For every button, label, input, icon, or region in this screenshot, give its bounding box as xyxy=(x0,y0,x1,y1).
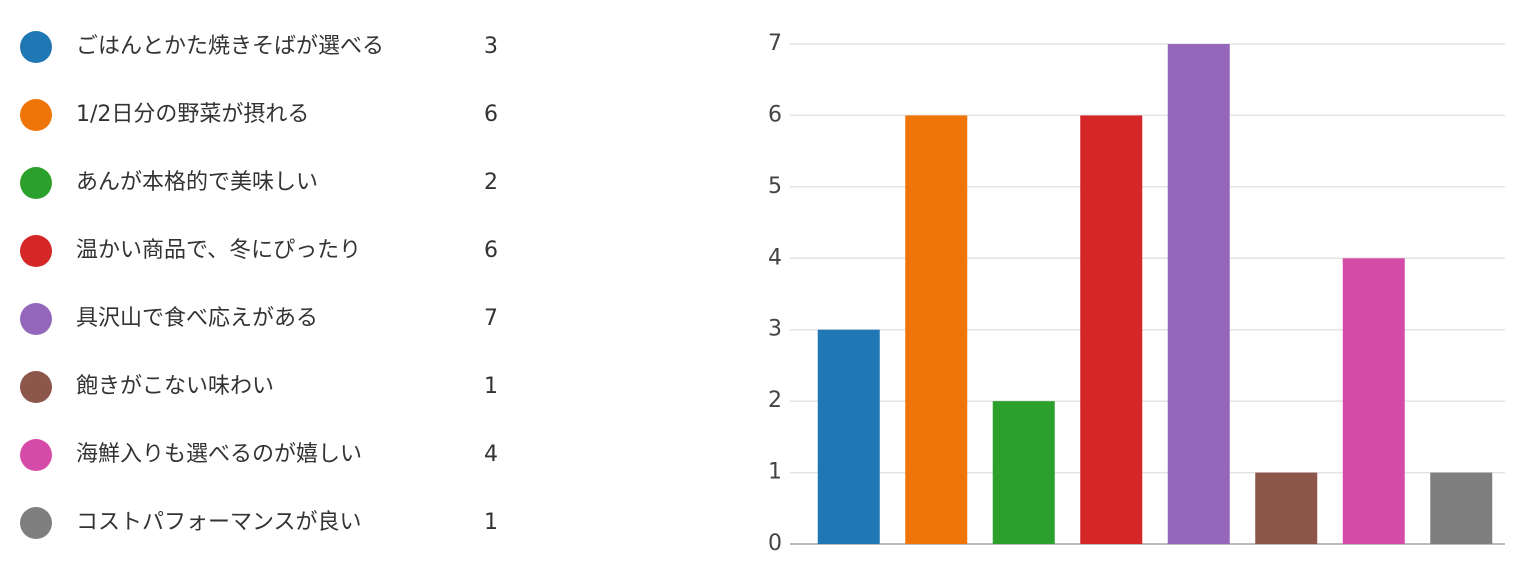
legend-count: 1 xyxy=(484,510,498,535)
legend-count: 2 xyxy=(484,170,498,195)
y-tick-label: 0 xyxy=(768,531,782,556)
y-tick-label: 3 xyxy=(768,317,782,342)
y-tick-label: 4 xyxy=(768,245,782,270)
legend-marker xyxy=(20,99,52,131)
legend-count: 3 xyxy=(484,34,498,59)
legend-label: コストパフォーマンスが良い xyxy=(76,510,362,535)
legend-marker xyxy=(20,303,52,335)
legend-label: 飽きがこない味わい xyxy=(76,374,274,399)
legend-marker xyxy=(20,507,52,539)
legend-marker xyxy=(20,167,52,199)
y-tick-label: 5 xyxy=(768,174,782,199)
legend-marker xyxy=(20,31,52,63)
legend-marker xyxy=(20,235,52,267)
bar xyxy=(1255,472,1318,544)
y-tick-label: 7 xyxy=(768,31,782,56)
y-tick-label: 6 xyxy=(768,102,782,127)
bar xyxy=(1167,44,1230,544)
bar xyxy=(1430,472,1493,544)
legend-count: 7 xyxy=(484,306,498,331)
bar xyxy=(1080,115,1143,544)
legend-label: 具沢山で食べ応えがある xyxy=(76,306,318,331)
bar xyxy=(992,401,1055,544)
bar xyxy=(1342,258,1405,544)
legend-label: 1/2日分の野菜が摂れる xyxy=(76,102,309,127)
legend-label: ごはんとかた焼きそばが選べる xyxy=(76,34,384,59)
legend-marker xyxy=(20,439,52,471)
legend-marker xyxy=(20,371,52,403)
legend-count: 6 xyxy=(484,238,498,263)
legend-count: 1 xyxy=(484,374,498,399)
legend-label: あんが本格的で美味しい xyxy=(76,170,318,195)
legend-count: 6 xyxy=(484,102,498,127)
legend-label: 温かい商品で、冬にぴったり xyxy=(76,238,361,263)
bar xyxy=(905,115,968,544)
y-tick-label: 2 xyxy=(768,388,782,413)
bar xyxy=(817,329,880,544)
legend-label: 海鮮入りも選べるのが嬉しい xyxy=(76,442,362,467)
y-tick-label: 1 xyxy=(768,460,782,485)
legend-count: 4 xyxy=(484,442,498,467)
